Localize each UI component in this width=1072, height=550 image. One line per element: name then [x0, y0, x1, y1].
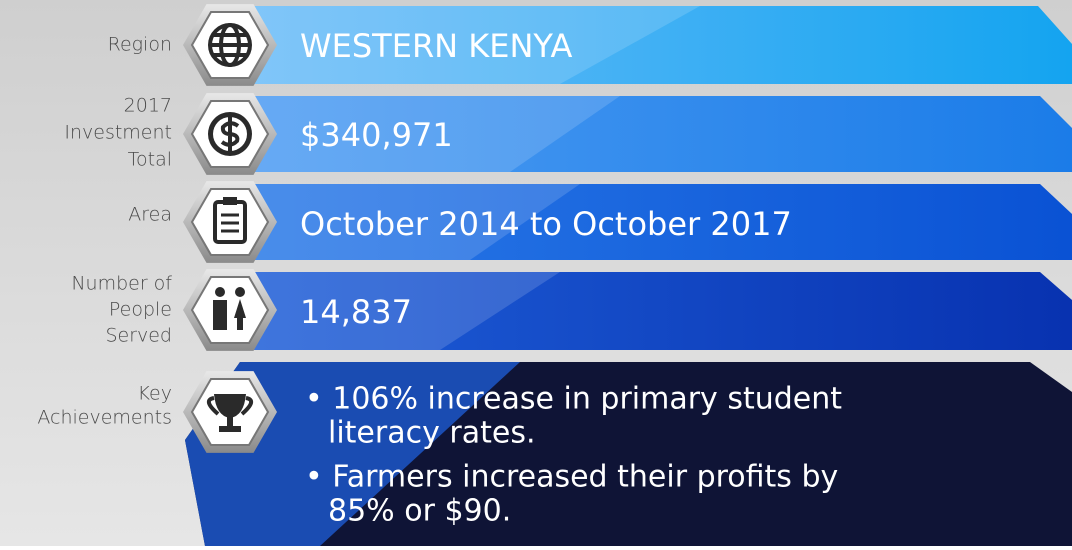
banner-shine	[240, 272, 560, 350]
row-label: Served	[105, 325, 172, 347]
people-icon	[215, 287, 225, 297]
achievement: literacy rates.	[328, 416, 536, 451]
icons	[183, 4, 277, 453]
achievement: • Farmers increased their profits by	[305, 460, 838, 495]
row-value: 14,837	[300, 293, 412, 331]
trophy-icon	[227, 417, 233, 426]
clipboard-icon	[223, 197, 237, 205]
banner	[240, 184, 1072, 260]
row-label: Region	[108, 34, 172, 56]
row-label: Investment	[64, 122, 172, 144]
trophy-icon	[219, 426, 241, 432]
row-value: $340,971	[300, 116, 453, 154]
banner	[240, 96, 1072, 172]
banner-shine	[240, 96, 620, 172]
achievement: 85% or $90.	[328, 494, 511, 529]
row-value: October 2014 to October 2017	[300, 205, 792, 243]
trophy-icon	[206, 396, 254, 416]
dollar-icon	[220, 117, 240, 151]
banner	[240, 272, 1072, 350]
row-value: WESTERN KENYA	[300, 27, 572, 65]
row-label: Total	[128, 149, 172, 171]
row-label: Area	[128, 204, 172, 226]
row-label: Key	[138, 383, 172, 405]
hexagon	[190, 275, 270, 345]
banner-shine	[240, 184, 580, 260]
people-icon	[234, 299, 246, 330]
row-label: Number of	[71, 273, 172, 295]
achievement: • 106% increase in primary student	[305, 382, 842, 417]
row-label: People	[109, 299, 172, 321]
row-label: Achievements	[37, 407, 172, 429]
row-label: 2017	[124, 95, 172, 117]
trophy-icon	[214, 394, 246, 418]
people-icon	[213, 300, 227, 330]
banner	[240, 6, 1072, 84]
banner-shine	[240, 6, 700, 84]
banners	[185, 6, 1072, 546]
people-icon	[235, 287, 245, 297]
